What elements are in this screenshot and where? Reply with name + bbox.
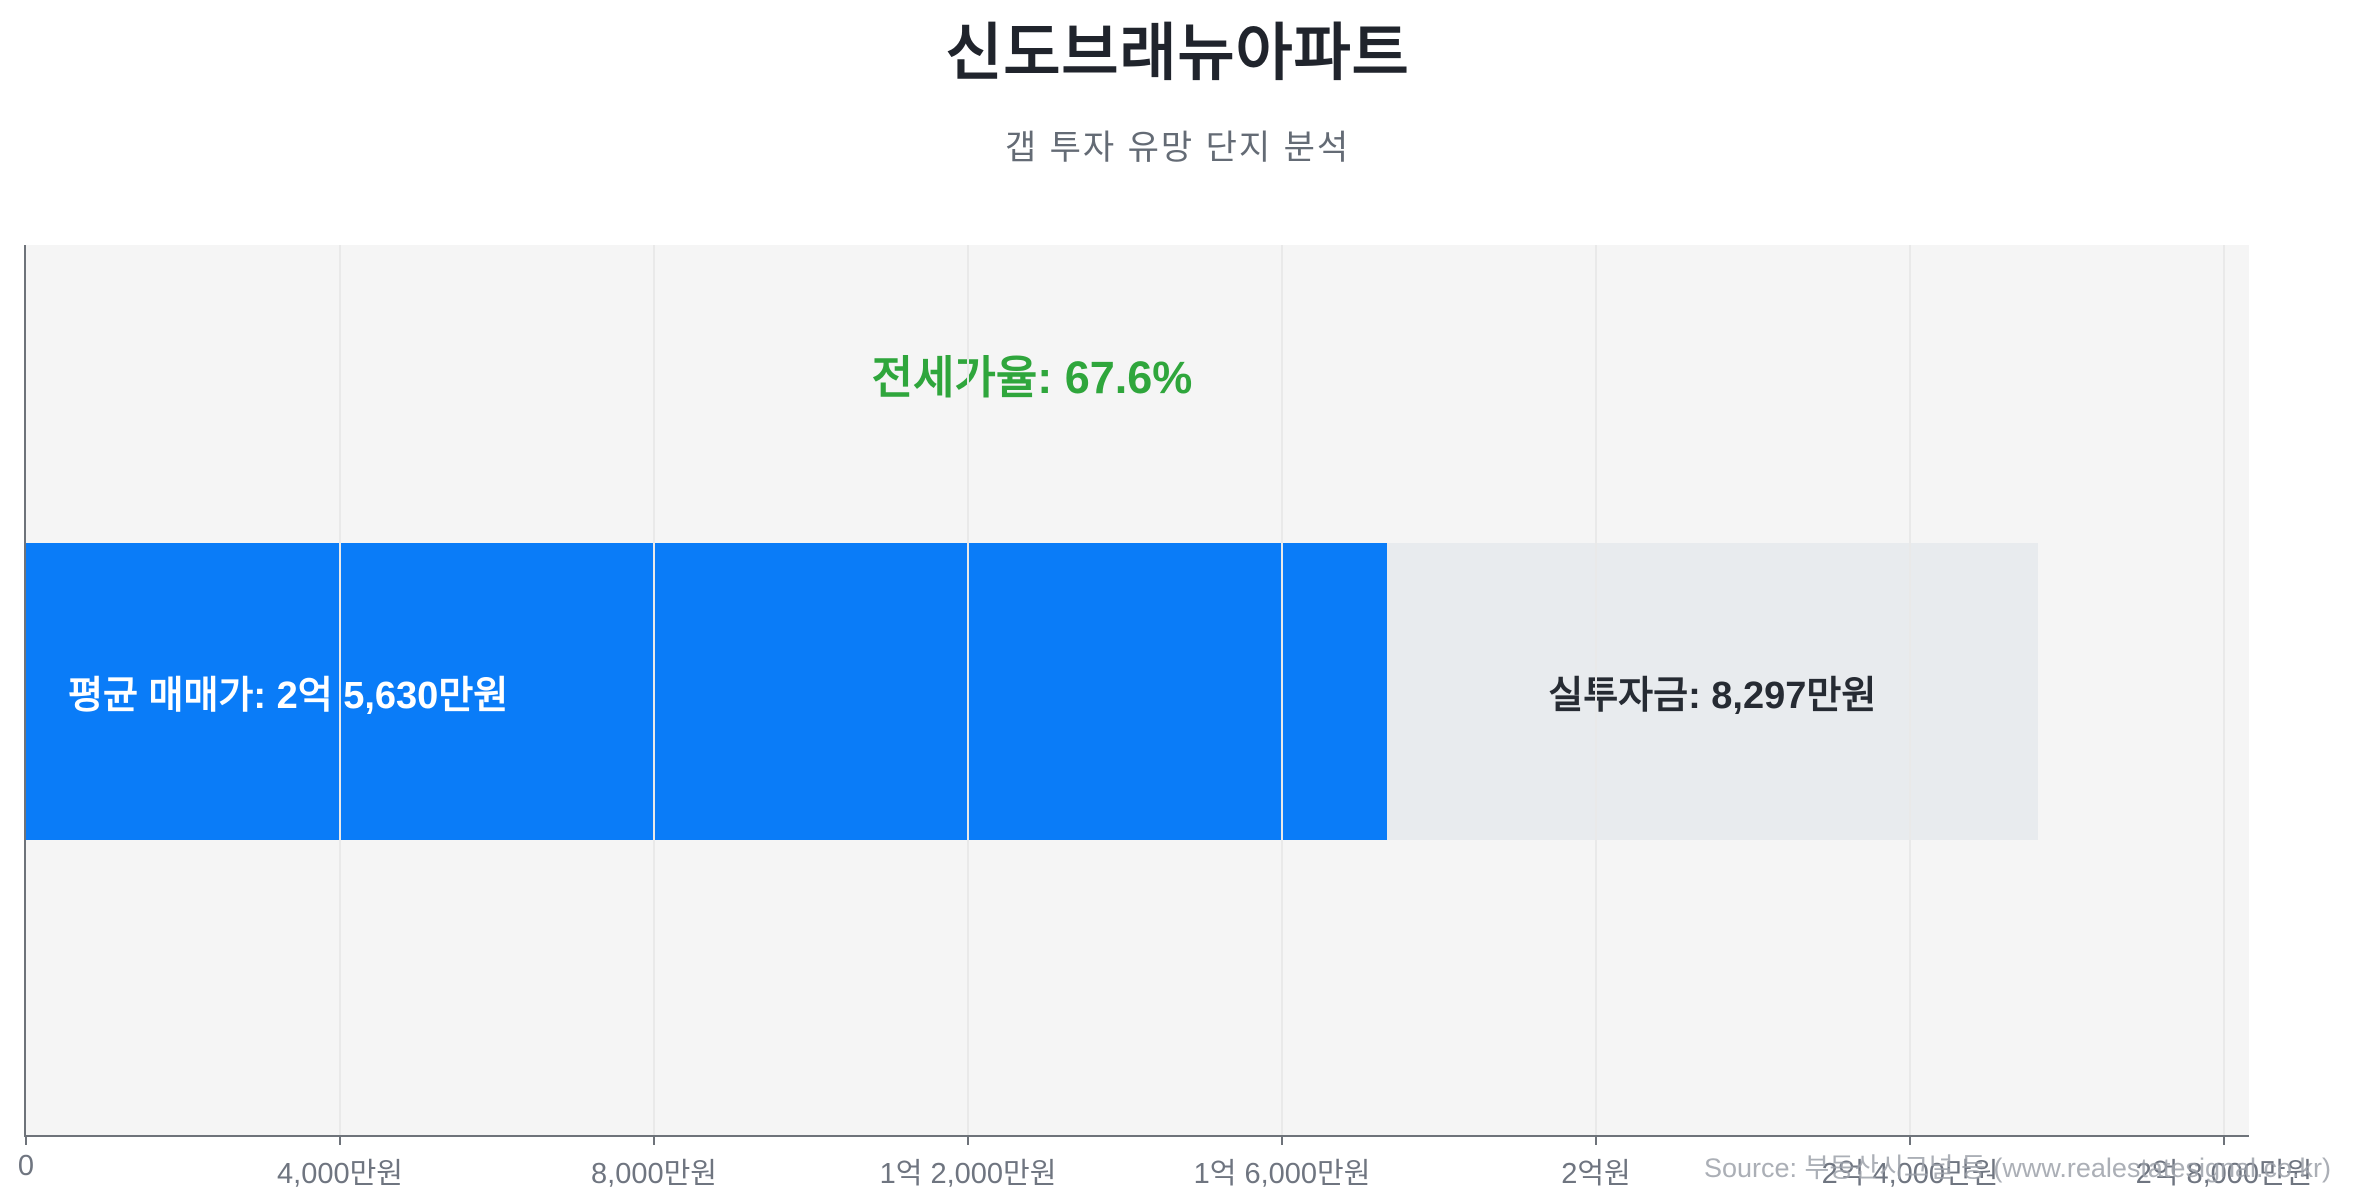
axis-tick bbox=[1281, 1135, 1283, 1145]
chart-subtitle: 갭 투자 유망 단지 분석 bbox=[1004, 129, 1351, 167]
axis-tick bbox=[1909, 1135, 1911, 1145]
axis-tick bbox=[967, 1135, 969, 1145]
gridline bbox=[1281, 245, 1283, 1135]
bar-segment-label: 평균 매매가: 2억 5,630만원 bbox=[68, 675, 509, 717]
axis-tick-label: 0 bbox=[17, 1150, 35, 1182]
gridline bbox=[653, 245, 655, 1135]
jeonse-ratio-annotation: 전세가율: 67.6% bbox=[871, 352, 1193, 403]
gridline bbox=[1909, 245, 1911, 1135]
gridline bbox=[967, 245, 969, 1135]
axis-tick-label: 2억원 bbox=[1561, 1158, 1631, 1190]
axis-tick bbox=[653, 1135, 655, 1145]
gridline bbox=[2223, 245, 2225, 1135]
axis-tick bbox=[25, 1135, 27, 1145]
bar-segment-label: 실투자금: 8,297만원 bbox=[1548, 675, 1877, 717]
gridline bbox=[339, 245, 341, 1135]
bar-segment-jeonse-portion[interactable]: 평균 매매가: 2억 5,630만원 bbox=[26, 543, 1387, 840]
stacked-bar: 평균 매매가: 2억 5,630만원 실투자금: 8,297만원 bbox=[26, 543, 2038, 840]
axis-tick-label: 2억 4,000만원 bbox=[1821, 1158, 1999, 1190]
gridline bbox=[1595, 245, 1597, 1135]
source-watermark: Source: 부동산시그널 등 (www.realestatesignal.c… bbox=[1703, 1153, 2331, 1183]
axis-tick bbox=[2223, 1135, 2225, 1145]
axis-tick bbox=[339, 1135, 341, 1145]
axis-tick-label: 2억 8,000만원 bbox=[2135, 1158, 2313, 1190]
axis-tick-label: 8,000만원 bbox=[591, 1158, 717, 1190]
bar-segment-gap-investment[interactable]: 실투자금: 8,297만원 bbox=[1386, 543, 2038, 840]
chart-title: 신도브래뉴아파트 bbox=[945, 19, 1410, 88]
axis-tick bbox=[1595, 1135, 1597, 1145]
axis-tick-label: 1억 6,000만원 bbox=[1193, 1158, 1371, 1190]
axis-tick-label: 4,000만원 bbox=[277, 1158, 403, 1190]
plot-area: 평균 매매가: 2억 5,630만원 실투자금: 8,297만원 전세가율: 67… bbox=[18, 245, 2312, 1190]
axis-tick-label: 1억 2,000만원 bbox=[879, 1158, 1057, 1190]
